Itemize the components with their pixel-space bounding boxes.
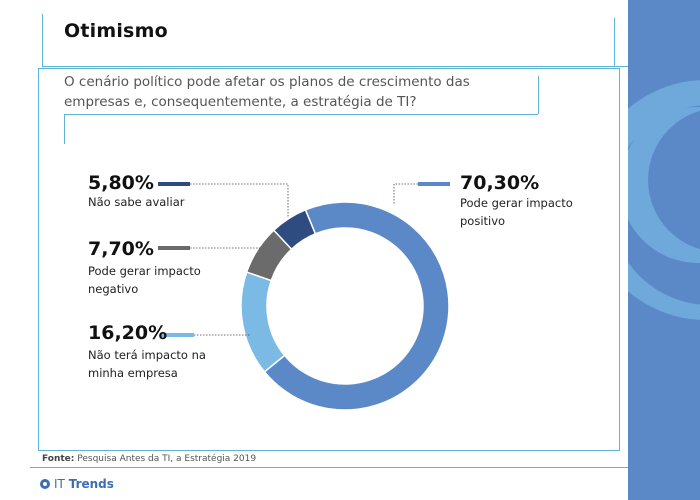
title-frame-left (42, 14, 43, 66)
pct-nao-sabe: 5,80% (88, 172, 154, 194)
question-frame-left (64, 114, 65, 144)
title-frame-right (614, 18, 615, 66)
source-label: Fonte: (42, 454, 75, 464)
decorative-swirl-icon (628, 80, 700, 320)
leader-line-nao-sabe (190, 183, 289, 218)
label-positivo-line-2: positivo (460, 214, 506, 228)
question-frame-bottom (64, 114, 538, 115)
page-title: Otimismo (64, 20, 168, 42)
label-negativo-line-1: Pode gerar impacto (88, 264, 201, 278)
label-sem-impacto-line-2: minha empresa (88, 366, 178, 380)
donut-slice-nao-sabe (272, 208, 317, 251)
brand-trends: Trends (68, 477, 114, 491)
label-positivo-line-1: Pode gerar impacto (460, 196, 573, 210)
label-sem-impacto-line-1: Não terá impacto na (88, 348, 206, 362)
main-frame-left (38, 68, 39, 450)
label-nao-sabe-line-1: Não sabe avaliar (88, 195, 185, 209)
main-frame-right (619, 68, 620, 450)
survey-question: O cenário político pode afetar os planos… (64, 74, 470, 110)
donut-slice-positivo (263, 201, 450, 411)
side-panel (628, 0, 700, 500)
pct-sem-impacto: 16,20% (88, 322, 168, 344)
title-frame-bottom (42, 66, 628, 67)
question-frame-right (538, 76, 539, 114)
label-negativo-line-2: negativo (88, 282, 139, 296)
donut-slice-sem-impacto (240, 271, 286, 373)
source-text: Pesquisa Antes da TI, a Estratégia 2019 (77, 454, 257, 464)
pct-negativo: 7,70% (88, 238, 154, 260)
main-frame-bottom (38, 450, 620, 451)
brand-mark-icon (40, 479, 50, 489)
brand-it: IT (54, 477, 65, 491)
leader-line-positivo (393, 183, 418, 204)
source-note: Fonte: Pesquisa Antes da TI, a Estratégi… (42, 454, 256, 464)
pct-positivo: 70,30% (460, 172, 540, 194)
main-frame-top (38, 68, 620, 69)
brand-logo: IT Trends (40, 477, 114, 491)
footer-line (30, 467, 628, 468)
